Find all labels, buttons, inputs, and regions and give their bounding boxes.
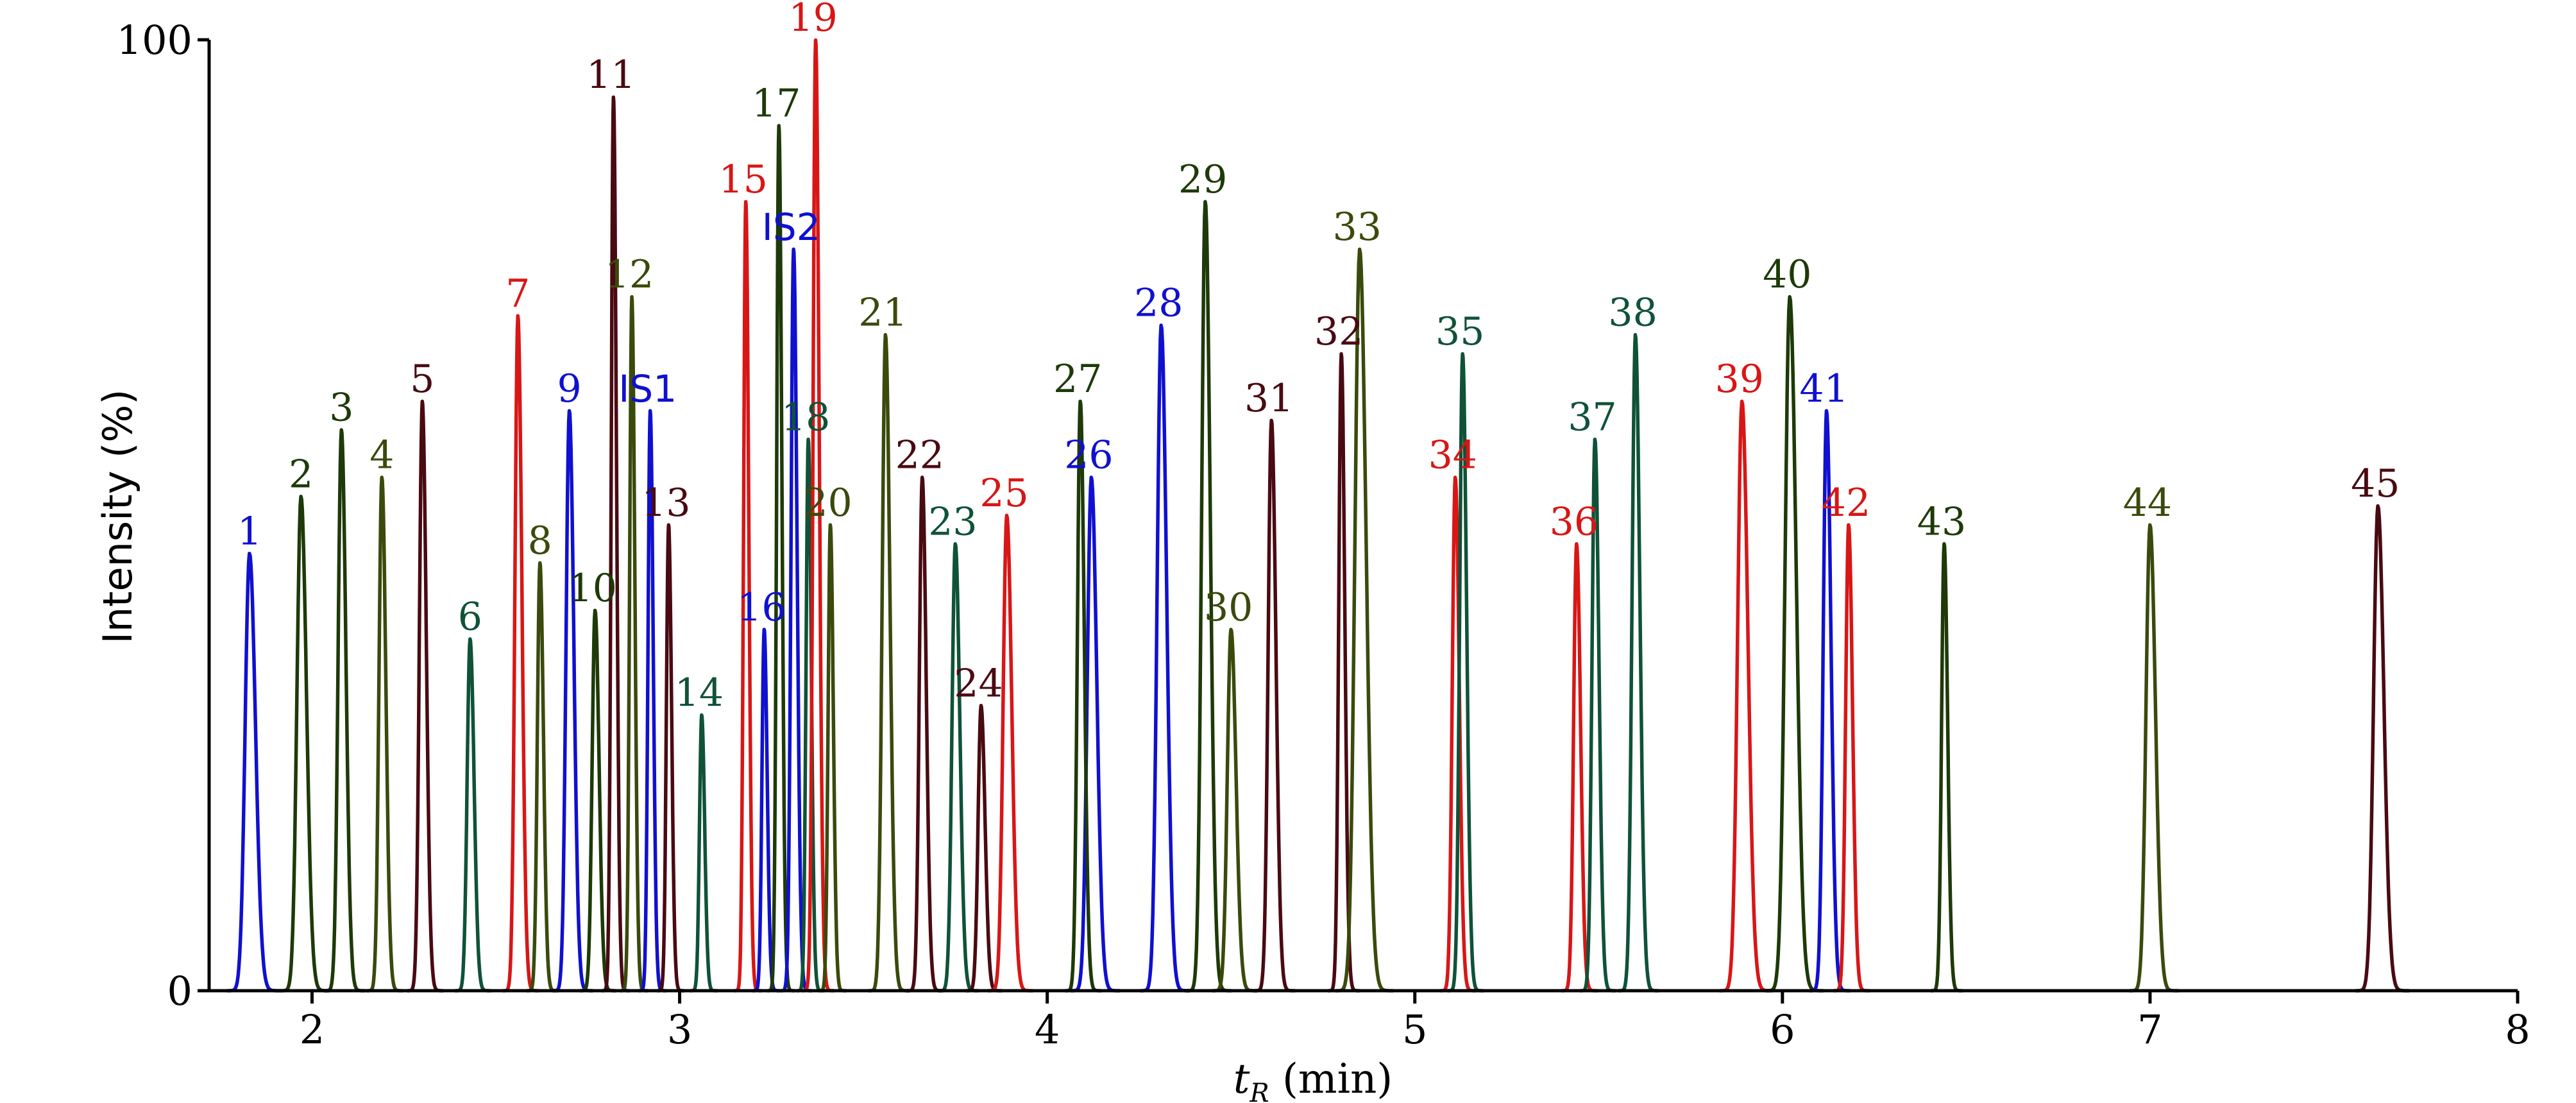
peak-trace-28	[1139, 323, 1192, 993]
peak-trace-25	[987, 513, 1035, 993]
peak-trace-39	[1718, 399, 1775, 993]
y-axis-title: Intensity (%)	[94, 389, 141, 644]
peak-label-41: 41	[1799, 366, 1848, 411]
peak-label-24: 24	[954, 661, 1003, 706]
peak-trace-4	[365, 475, 405, 993]
peak-label-2: 2	[289, 452, 313, 497]
x-tick-label: 3	[667, 1006, 692, 1053]
y-tick-label: 0	[167, 968, 192, 1014]
peak-label-33: 33	[1333, 205, 1382, 250]
peak-trace-22	[906, 475, 945, 993]
peak-label-10: 10	[568, 566, 617, 611]
peak-label-11: 11	[586, 53, 635, 98]
peak-label-4: 4	[369, 433, 394, 478]
peak-trace-2	[279, 494, 332, 993]
peak-label-8: 8	[528, 518, 552, 563]
peak-label-40: 40	[1763, 252, 1811, 297]
peak-label-22: 22	[895, 433, 944, 478]
peak-label-16: 16	[737, 585, 786, 630]
peak-trace-31	[1253, 418, 1297, 993]
peak-label-23: 23	[928, 499, 977, 544]
peak-trace-5	[405, 399, 445, 993]
peak-trace-6	[453, 637, 493, 993]
peak-trace-38	[1617, 333, 1661, 993]
peak-label-17: 17	[752, 81, 801, 126]
peak-label-31: 31	[1244, 376, 1293, 421]
peak-label-37: 37	[1568, 395, 1616, 440]
y-tick-label: 100	[117, 17, 192, 64]
x-tick-label: 6	[1770, 1006, 1795, 1053]
axes	[207, 40, 2518, 993]
x-tick-label: 5	[1402, 1006, 1427, 1053]
peak-label-15: 15	[719, 157, 768, 202]
peak-label-21: 21	[858, 290, 907, 335]
peak-label-6: 6	[458, 595, 482, 640]
x-axis-title-unit: (min)	[1269, 1056, 1393, 1103]
peak-label-25: 25	[979, 471, 1028, 516]
peak-trace-30	[1210, 628, 1259, 993]
peak-trace-9	[551, 409, 595, 993]
peak-trace-44	[2128, 523, 2180, 993]
peak-label-19: 19	[788, 0, 837, 40]
peak-label-28: 28	[1134, 281, 1183, 326]
peak-labels: 123456789101112IS11314151617IS2181920212…	[237, 0, 2400, 715]
peak-trace-11	[600, 95, 631, 993]
peak-label-27: 27	[1053, 357, 1102, 402]
peak-label-26: 26	[1064, 433, 1113, 478]
peak-traces	[225, 38, 2411, 993]
peak-trace-23	[936, 542, 981, 993]
x-tick-label: 7	[2137, 1006, 2162, 1053]
x-axis-title-symbol: t	[1233, 1056, 1250, 1103]
peak-label-32: 32	[1314, 309, 1363, 354]
peak-label-18: 18	[781, 395, 830, 440]
peak-label-13: 13	[641, 481, 690, 526]
peak-trace-1	[225, 551, 282, 993]
peak-label-12: 12	[605, 252, 654, 297]
peak-trace-14	[688, 713, 719, 993]
peak-label-30: 30	[1204, 585, 1253, 630]
peak-trace-3	[323, 428, 367, 993]
peak-trace-7	[501, 314, 541, 993]
x-axis-title-subscript: R	[1249, 1079, 1269, 1103]
peak-label-29: 29	[1178, 157, 1227, 202]
x-tick-label: 2	[300, 1006, 325, 1053]
peak-label-3: 3	[329, 386, 353, 431]
peak-label-43: 43	[1917, 499, 1966, 544]
peak-trace-43	[1929, 542, 1964, 993]
peak-label-1: 1	[237, 509, 262, 554]
x-tick-label: 4	[1035, 1006, 1060, 1053]
x-axis-title: tR (min)	[1233, 1056, 1393, 1103]
peak-trace-8	[525, 561, 560, 993]
peak-label-9: 9	[557, 366, 582, 411]
peak-label-20: 20	[803, 481, 852, 526]
peak-trace-42	[1832, 523, 1871, 993]
peak-label-39: 39	[1715, 357, 1764, 402]
peak-label-34: 34	[1428, 433, 1477, 478]
peak-trace-13	[656, 523, 686, 993]
peak-label-38: 38	[1608, 290, 1657, 335]
peak-label-7: 7	[505, 271, 530, 316]
peak-label-45: 45	[2351, 461, 2400, 506]
peak-label-is2: IS2	[762, 205, 820, 249]
peak-trace-24	[964, 703, 1004, 993]
peak-label-35: 35	[1436, 309, 1484, 354]
peak-label-42: 42	[1822, 481, 1870, 526]
peak-trace-45	[2354, 504, 2411, 993]
peak-label-is1: IS1	[618, 367, 677, 411]
peak-label-14: 14	[675, 671, 724, 715]
peak-label-5: 5	[410, 357, 434, 402]
peak-label-44: 44	[2123, 481, 2172, 526]
x-tick-label: 8	[2505, 1006, 2530, 1053]
peak-label-36: 36	[1550, 499, 1598, 544]
